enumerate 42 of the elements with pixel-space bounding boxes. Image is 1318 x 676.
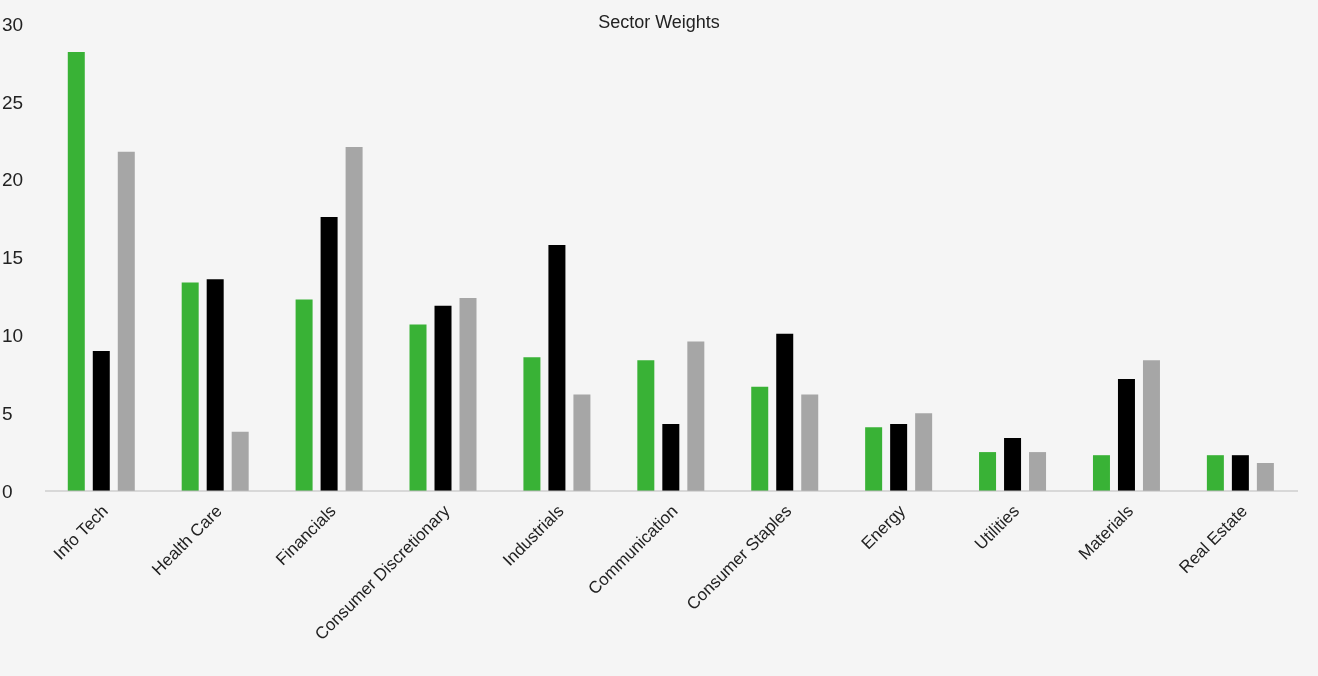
bar xyxy=(1092,455,1110,491)
bar xyxy=(637,360,655,491)
y-tick-label: 10 xyxy=(2,325,24,347)
y-tick-label: 15 xyxy=(2,247,24,269)
y-tick-label: 0 xyxy=(2,480,13,502)
bar xyxy=(915,413,933,491)
bar xyxy=(548,245,566,491)
bar xyxy=(1231,455,1249,491)
bar xyxy=(231,431,249,491)
chart-title: Sector Weights xyxy=(598,12,720,32)
bar xyxy=(345,146,363,491)
bar xyxy=(801,394,819,491)
bar xyxy=(662,424,680,491)
bar xyxy=(1117,378,1135,491)
bar xyxy=(206,279,224,491)
x-tick-label: Info Tech xyxy=(49,501,112,564)
bar xyxy=(1004,438,1022,491)
bar xyxy=(459,297,477,491)
bar xyxy=(687,341,705,491)
bar xyxy=(92,350,110,491)
bar xyxy=(67,52,85,491)
bar xyxy=(979,452,997,491)
bar xyxy=(1256,462,1274,491)
bar xyxy=(1142,360,1160,491)
bar xyxy=(1206,455,1224,491)
bar xyxy=(320,217,338,491)
y-tick-label: 25 xyxy=(2,91,24,113)
bar xyxy=(751,386,769,491)
bar xyxy=(295,299,313,491)
bar xyxy=(890,424,908,491)
y-tick-label: 20 xyxy=(2,169,24,191)
bar xyxy=(434,305,452,491)
bar xyxy=(573,394,591,491)
y-tick-label: 5 xyxy=(2,402,13,424)
bar xyxy=(117,151,135,491)
bar xyxy=(1029,452,1047,491)
bar xyxy=(523,357,541,491)
bar xyxy=(776,333,794,491)
bar xyxy=(865,427,883,491)
y-tick-label: 30 xyxy=(2,13,24,35)
bar xyxy=(409,324,427,491)
bar xyxy=(181,282,199,491)
